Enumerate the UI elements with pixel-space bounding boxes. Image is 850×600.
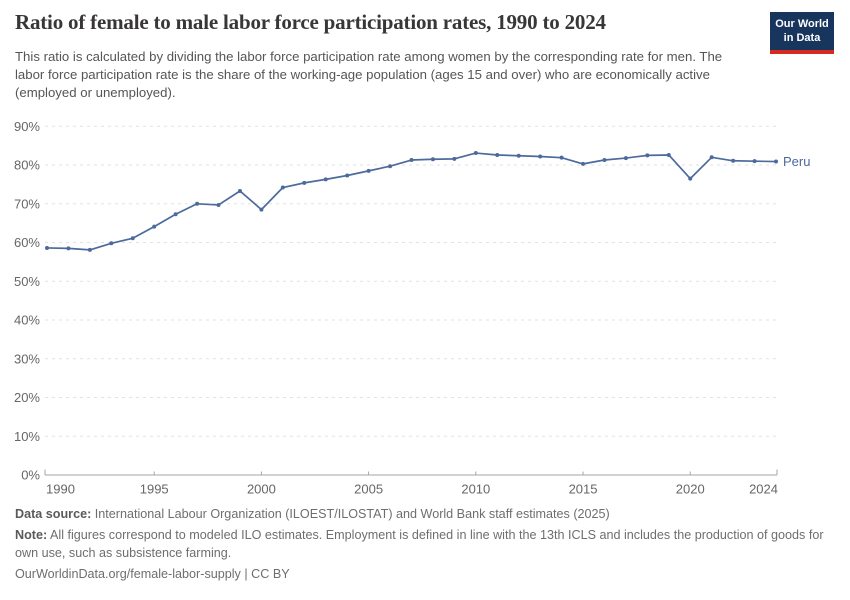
data-source-label: Data source:: [15, 507, 92, 521]
x-tick-label: 2015: [569, 482, 598, 497]
license-badge: | CC BY: [240, 566, 290, 581]
data-point: [688, 176, 693, 181]
license-line: OurWorldinData.org/female-labor-supply |…: [15, 566, 835, 584]
x-tick-label: 2020: [676, 482, 705, 497]
chart-footer: Data source: International Labour Organi…: [15, 506, 835, 587]
data-point: [366, 168, 371, 173]
data-point: [237, 189, 242, 194]
data-point: [323, 177, 328, 182]
y-tick-label: 50%: [14, 274, 40, 289]
data-point: [559, 155, 564, 160]
x-tick-label: 2000: [247, 482, 276, 497]
y-tick-label: 20%: [14, 390, 40, 405]
data-point: [645, 153, 650, 158]
note-line: Note: All figures correspond to modeled …: [15, 527, 835, 563]
data-point: [752, 159, 757, 164]
chart-svg: 0% 10% 20% 30% 40% 50% 60% 70% 80% 90% 1990 1995 20…: [14, 119, 810, 497]
chart-title: Ratio of female to male labor force part…: [15, 10, 606, 34]
series-end-label: Peru: [783, 154, 810, 169]
y-tick-label: 90%: [14, 119, 40, 134]
data-source-line: Data source: International Labour Organi…: [15, 506, 835, 524]
logo-line1: Our World: [775, 18, 829, 30]
data-point: [538, 154, 543, 159]
data-point: [66, 246, 71, 251]
x-tick-label: 1995: [140, 482, 169, 497]
note-label: Note:: [15, 527, 48, 542]
logo-line2: in Data: [783, 32, 821, 45]
data-point: [623, 156, 628, 161]
series-group: Peru: [45, 151, 810, 252]
data-point: [152, 224, 157, 229]
data-point: [130, 236, 135, 241]
data-source-text: International Labour Organization (ILOES…: [91, 507, 610, 521]
y-tick-label: 80%: [14, 158, 40, 173]
data-point: [173, 212, 178, 217]
y-tick-label: 0%: [21, 468, 40, 483]
data-point: [602, 158, 607, 163]
series-line: [46, 152, 777, 251]
y-tick-label: 60%: [14, 235, 40, 250]
y-tick-label: 40%: [14, 313, 40, 328]
x-tick-label: 2010: [461, 482, 490, 497]
data-point: [430, 157, 435, 162]
x-tick-label: 2024: [749, 482, 778, 497]
data-point: [280, 185, 285, 190]
data-point: [45, 245, 49, 250]
data-point: [709, 155, 714, 160]
data-point: [516, 153, 521, 158]
gridlines-group: [45, 125, 777, 437]
chart-subtitle: This ratio is calculated by dividing the…: [15, 49, 723, 100]
data-point: [345, 173, 350, 178]
data-point: [195, 201, 200, 206]
owid-logo[interactable]: Our World in Data: [770, 12, 834, 54]
y-tick-label: 10%: [14, 429, 40, 444]
y-tick-label: 30%: [14, 351, 40, 366]
data-point: [409, 158, 414, 163]
permalink[interactable]: OurWorldinData.org/female-labor-supply: [15, 566, 241, 581]
data-point: [581, 161, 586, 166]
data-point: [302, 180, 307, 185]
data-point: [773, 159, 778, 164]
data-point: [731, 158, 736, 163]
y-tick-label: 70%: [14, 196, 40, 211]
data-point: [259, 207, 264, 212]
data-point: [666, 152, 671, 157]
y-axis-labels: 0% 10% 20% 30% 40% 50% 60% 70% 80% 90%: [14, 119, 40, 483]
x-tick-label: 2005: [354, 482, 383, 497]
data-point: [109, 241, 114, 246]
data-point: [216, 202, 221, 207]
data-point: [452, 156, 457, 161]
note-text: All figures correspond to modeled ILO es…: [15, 527, 824, 560]
data-point: [388, 164, 393, 169]
x-tick-label: 1990: [46, 482, 75, 497]
x-axis-labels: 1990 1995 2000 2005 2010 2015 2020 2024: [46, 482, 778, 497]
data-point: [495, 152, 500, 157]
data-point: [473, 151, 478, 156]
x-axis: [44, 469, 778, 476]
data-point: [87, 247, 92, 252]
